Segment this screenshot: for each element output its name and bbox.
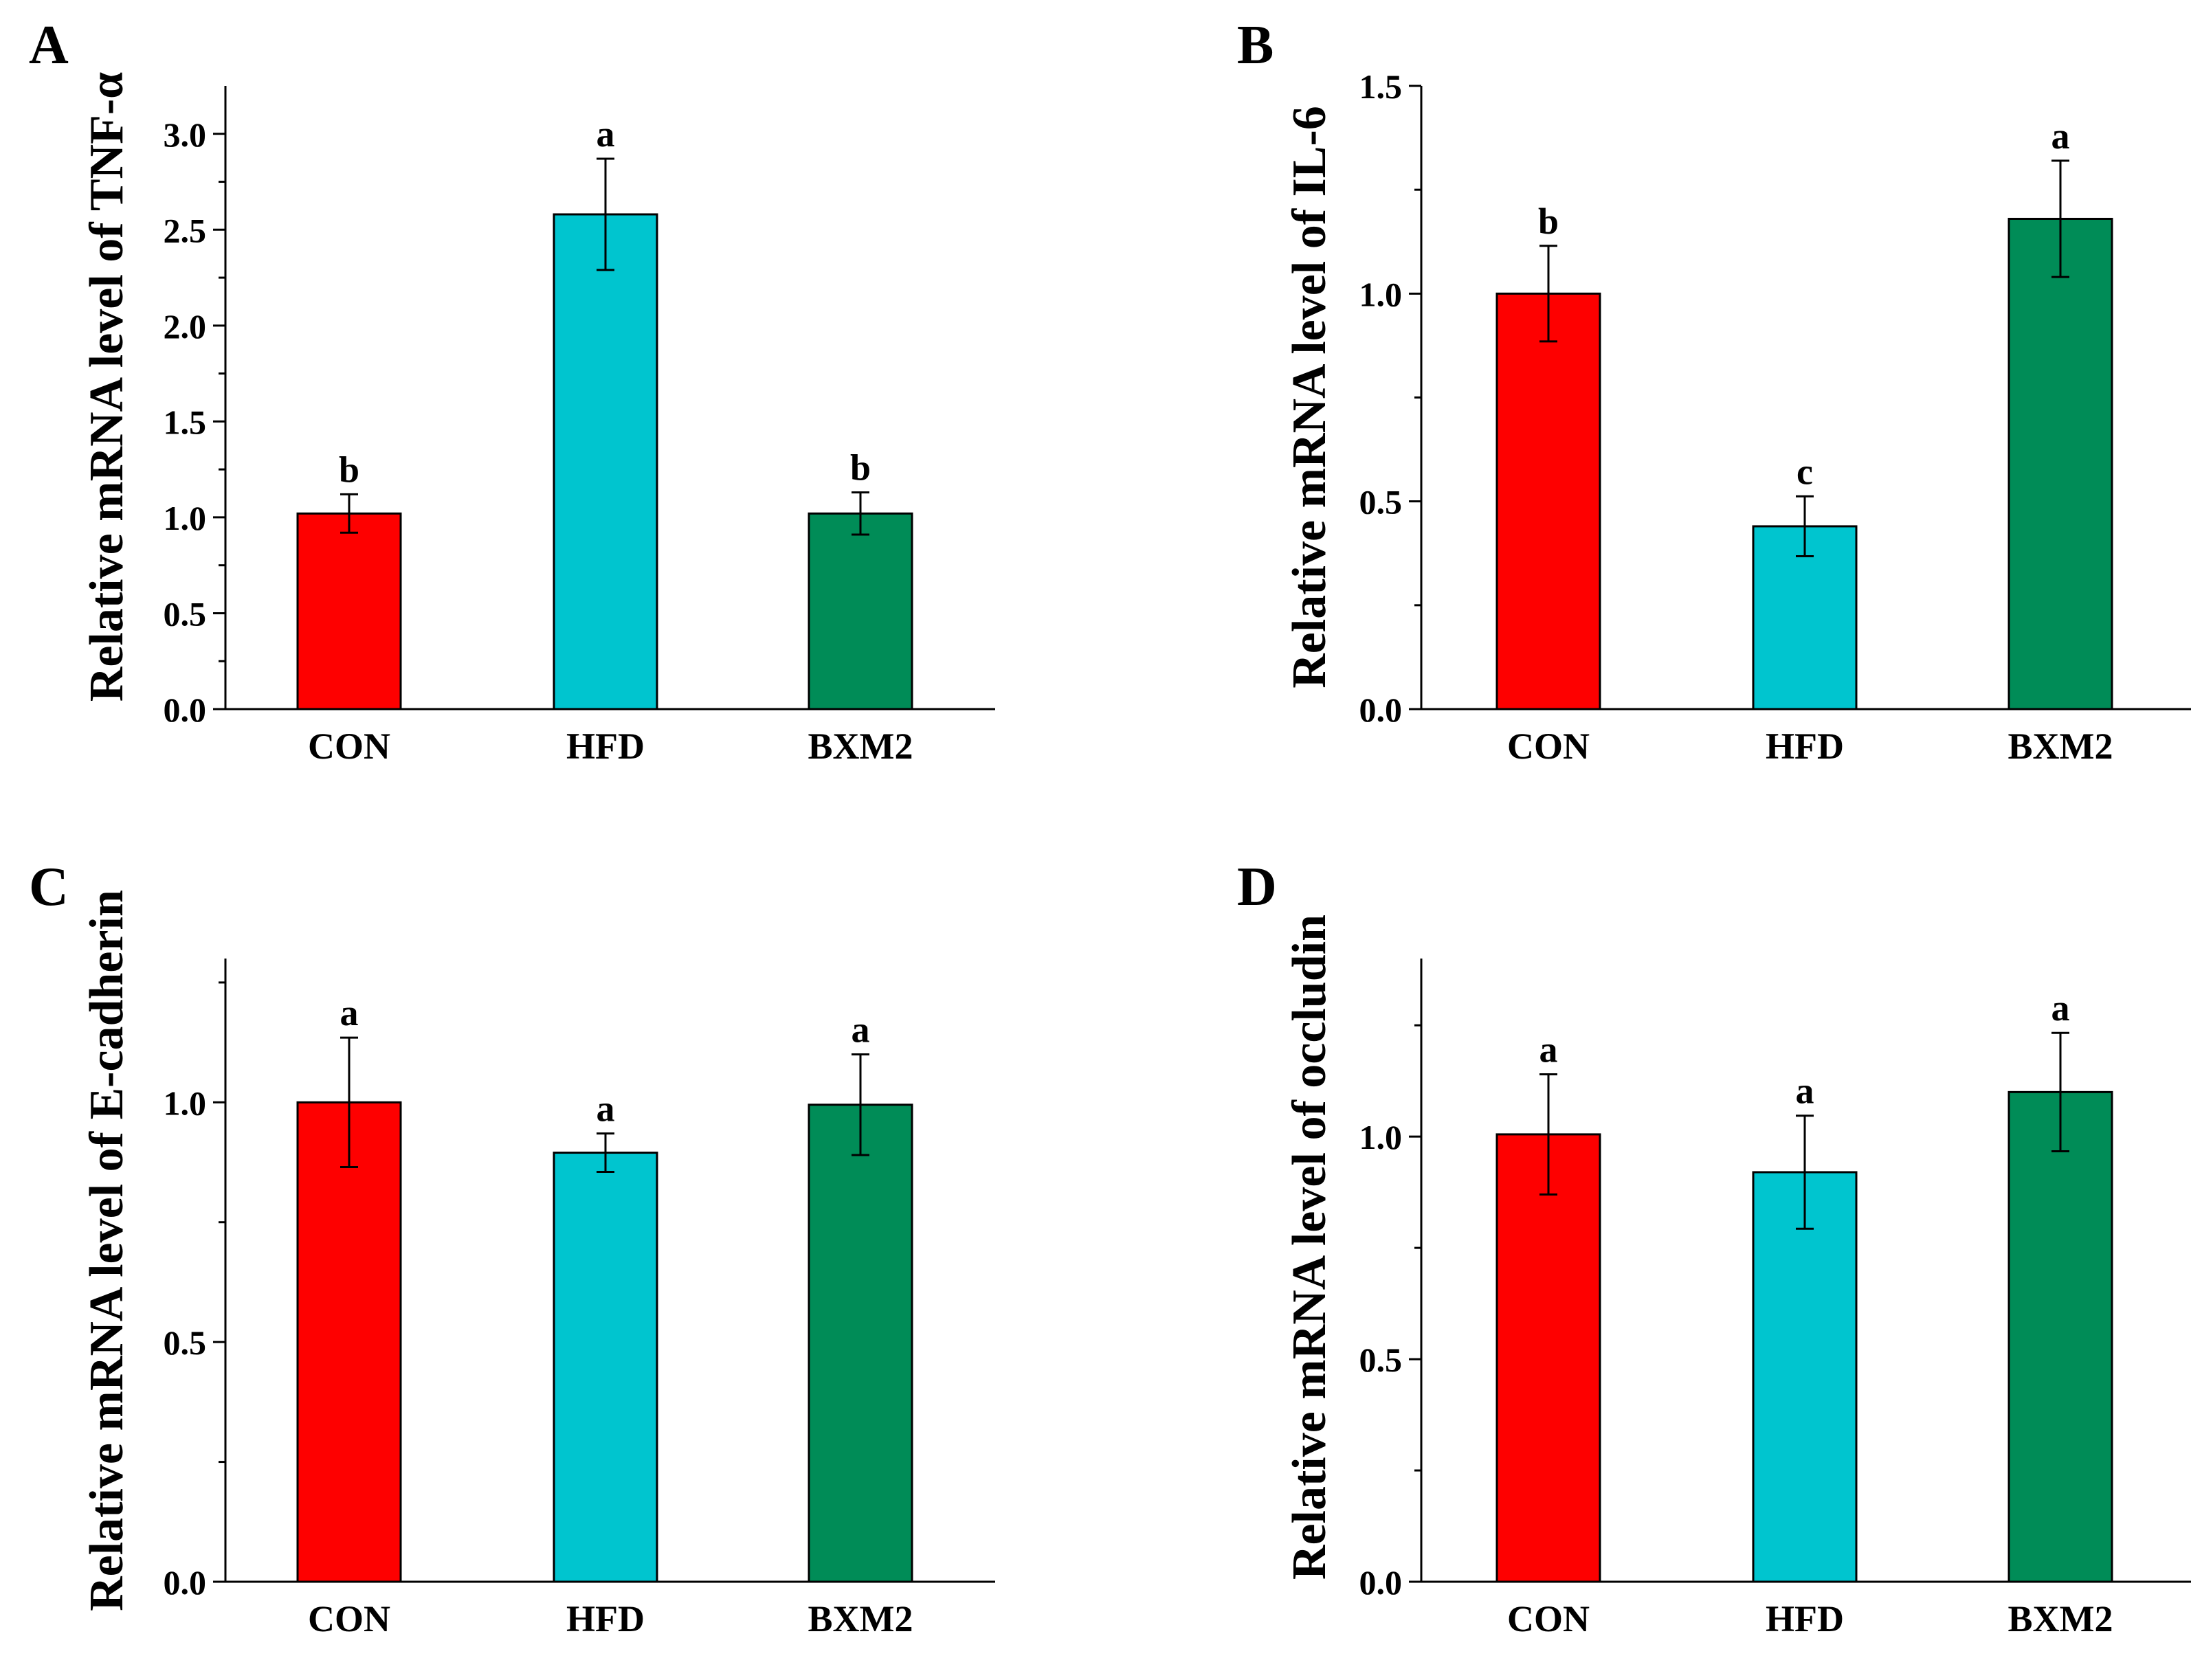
y-tick-label: 2.5 [164, 211, 207, 249]
y-tick-label: 0.5 [1359, 1341, 1403, 1379]
bar-con [1495, 292, 1601, 710]
x-tick-label: HFD [566, 726, 645, 767]
y-tick-label: 1.0 [164, 499, 207, 537]
panel-letter: B [1237, 15, 1274, 76]
significance-label: b [339, 449, 359, 490]
bar-hfd [553, 213, 658, 710]
y-tick-label: 0.5 [1359, 483, 1403, 522]
significance-label: a [340, 992, 359, 1033]
panel-letter: C [29, 857, 69, 917]
x-tick-label: CON [308, 726, 390, 767]
x-tick-label: HFD [566, 1598, 645, 1639]
y-tick-label: 0.5 [164, 1323, 207, 1362]
bar-bxm2 [2008, 217, 2113, 710]
panel-letter: A [29, 15, 69, 76]
y-tick-label: 1.5 [164, 403, 207, 441]
x-tick-label: HFD [1766, 1598, 1844, 1639]
significance-label: b [850, 447, 871, 489]
significance-label: a [852, 1009, 870, 1051]
y-tick-label: 0.0 [164, 691, 207, 729]
x-tick-label: CON [308, 1598, 390, 1639]
bar-con [1495, 1133, 1601, 1583]
panel-letter: D [1237, 857, 1277, 917]
x-tick-label: CON [1507, 726, 1590, 767]
x-tick-label: BXM2 [2008, 726, 2113, 767]
bar-bxm2 [808, 512, 913, 710]
bar-hfd [553, 1152, 658, 1583]
significance-label: a [1796, 1071, 1814, 1112]
significance-label: c [1797, 451, 1813, 492]
y-tick-label: 0.5 [164, 594, 207, 633]
x-tick-label: CON [1507, 1598, 1590, 1639]
y-tick-label: 0.0 [1359, 691, 1403, 729]
bar-con [296, 1101, 402, 1583]
x-tick-label: HFD [1766, 726, 1844, 767]
significance-label: a [597, 1088, 615, 1130]
y-tick-label: 1.5 [1359, 67, 1403, 106]
y-tick-label: 2.0 [164, 307, 207, 346]
y-axis-label: Relative mRNA level of IL-6 [1283, 106, 1336, 688]
y-axis-label: Relative mRNA level of TNF-α [80, 72, 133, 702]
y-tick-label: 0.0 [164, 1563, 207, 1602]
bar-bxm2 [808, 1104, 913, 1583]
y-tick-label: 1.0 [164, 1084, 207, 1122]
bar-hfd [1752, 1171, 1858, 1583]
significance-label: a [597, 113, 615, 155]
y-tick-label: 1.0 [1359, 275, 1403, 313]
significance-label: b [1538, 201, 1559, 242]
x-tick-label: BXM2 [808, 1598, 913, 1639]
y-axis-label: Relative mRNA level of E-cadherin [80, 890, 133, 1611]
y-tick-label: 0.0 [1359, 1563, 1403, 1602]
significance-label: a [1539, 1029, 1558, 1070]
y-axis-label: Relative mRNA level of occludin [1283, 915, 1336, 1580]
significance-label: a [2051, 987, 2070, 1029]
significance-label: a [2051, 115, 2070, 157]
y-tick-label: 1.0 [1359, 1118, 1403, 1156]
x-tick-label: BXM2 [808, 726, 913, 767]
bar-bxm2 [2008, 1090, 2113, 1583]
x-tick-label: BXM2 [2008, 1598, 2113, 1639]
bar-con [296, 512, 402, 710]
y-tick-label: 3.0 [164, 115, 207, 154]
